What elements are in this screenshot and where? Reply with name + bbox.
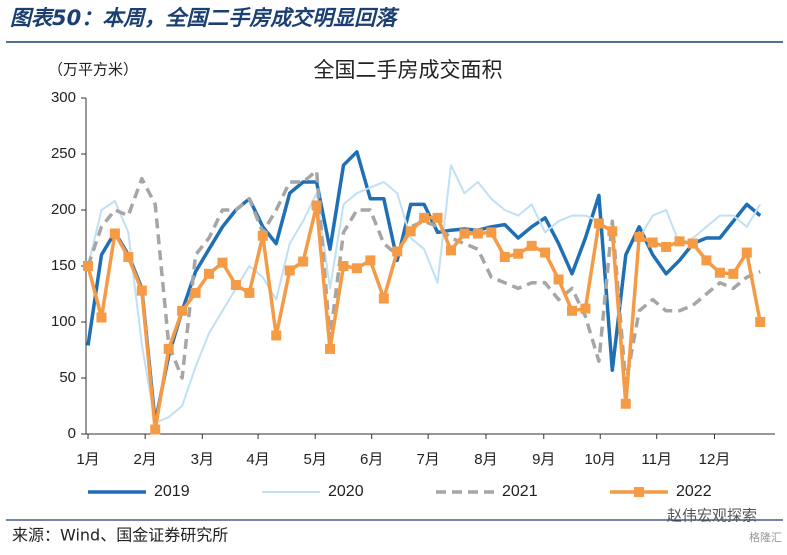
- marker: [378, 293, 389, 304]
- y-tick-label: 250: [51, 145, 76, 162]
- marker: [298, 256, 309, 267]
- x-tick-label: 12月: [699, 451, 731, 468]
- marker: [432, 212, 443, 223]
- source: 来源：Wind、国金证券研究所: [12, 526, 228, 545]
- marker: [284, 265, 295, 276]
- marker: [311, 200, 322, 211]
- series-line: [86, 150, 762, 425]
- marker: [338, 261, 349, 271]
- chart-title: 全国二手房成交面积: [314, 58, 503, 82]
- x-tick-label: 9月: [532, 451, 555, 468]
- y-tick-label: 300: [51, 89, 76, 106]
- marker: [325, 343, 336, 354]
- marker: [136, 285, 147, 296]
- legend-marker: [634, 487, 644, 497]
- x-tick-label: 5月: [304, 451, 327, 468]
- marker: [701, 255, 712, 266]
- marker: [566, 305, 577, 316]
- marker: [230, 280, 241, 291]
- x-tick-label: 2月: [133, 451, 156, 468]
- series-line: [87, 164, 762, 424]
- marker: [472, 228, 483, 239]
- marker: [634, 231, 645, 242]
- y-tick-label: 150: [51, 257, 76, 274]
- watermark-small: 格隆汇: [749, 530, 782, 544]
- marker: [593, 218, 604, 229]
- marker: [190, 287, 201, 298]
- marker: [244, 287, 255, 298]
- legend-label: 2021: [502, 483, 538, 500]
- marker: [459, 228, 470, 239]
- marker: [351, 263, 362, 274]
- series-line: [86, 203, 762, 432]
- marker: [728, 268, 739, 279]
- legend-label: 2019: [154, 483, 190, 500]
- x-tick-label: 6月: [360, 451, 383, 468]
- marker: [109, 228, 120, 239]
- y-tick-label: 200: [51, 201, 76, 218]
- marker: [607, 226, 618, 237]
- marker: [446, 245, 457, 256]
- x-tick-label: 1月: [76, 451, 99, 468]
- x-tick-label: 7月: [416, 451, 439, 468]
- marker: [553, 274, 564, 285]
- marker: [392, 246, 403, 257]
- marker: [217, 257, 228, 268]
- marker: [499, 252, 510, 263]
- y-tick-label: 50: [59, 369, 76, 386]
- x-tick-label: 11月: [641, 451, 672, 468]
- marker: [123, 252, 134, 263]
- x-tick-label: 4月: [246, 451, 269, 468]
- marker: [486, 227, 497, 238]
- marker: [365, 255, 376, 266]
- marker: [204, 268, 215, 279]
- marker: [163, 343, 174, 354]
- figure-title: 图表50：本周，全国二手房成交明显回落: [10, 6, 400, 30]
- marker: [755, 317, 766, 327]
- marker: [620, 398, 631, 409]
- marker: [647, 237, 658, 248]
- marker: [513, 248, 524, 259]
- marker: [419, 212, 430, 223]
- marker: [257, 230, 268, 241]
- marker: [177, 305, 188, 316]
- legend-label: 2020: [328, 483, 364, 500]
- y-tick-label: 100: [51, 313, 76, 330]
- marker: [405, 226, 416, 237]
- watermark: 赵伟宏观探索: [667, 507, 757, 525]
- unit-label: （万平方米）: [48, 61, 138, 79]
- marker: [271, 330, 282, 341]
- x-tick-label: 10月: [584, 451, 616, 468]
- marker: [687, 238, 698, 249]
- marker: [96, 312, 107, 323]
- y-tick-label: 0: [68, 425, 76, 442]
- marker: [540, 247, 551, 258]
- x-tick-label: 8月: [474, 451, 497, 468]
- marker: [674, 236, 685, 247]
- marker: [661, 241, 672, 252]
- marker: [741, 247, 752, 258]
- x-tick-label: 3月: [191, 451, 214, 468]
- marker: [83, 261, 94, 271]
- marker: [150, 424, 161, 435]
- marker: [580, 303, 591, 314]
- legend-label: 2022: [676, 483, 712, 500]
- series-line: [86, 169, 761, 386]
- marker: [714, 267, 725, 278]
- marker: [526, 240, 537, 251]
